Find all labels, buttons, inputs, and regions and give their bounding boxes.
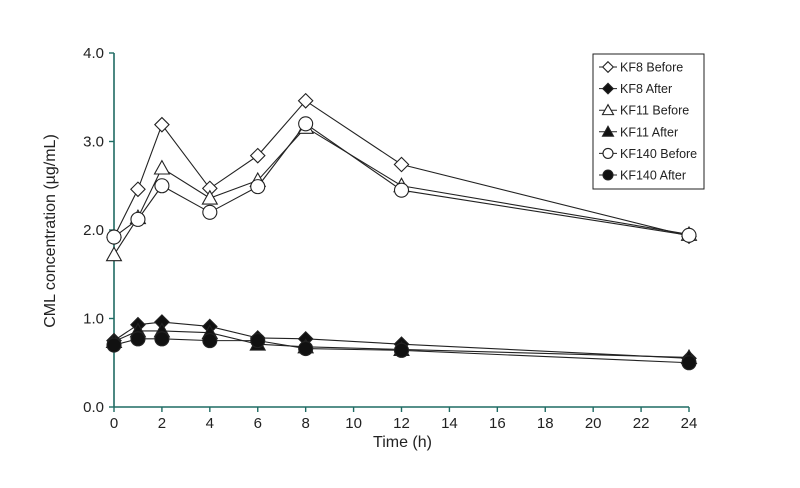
data-point-kf140-after <box>393 342 410 358</box>
legend-marker <box>602 147 614 159</box>
legend-marker <box>601 82 615 95</box>
data-point-kf140-before <box>202 204 218 220</box>
legend-label: KF11 Before <box>620 104 689 118</box>
legend-marker <box>601 60 615 74</box>
legend-marker <box>602 169 614 181</box>
x-tick-label: 2 <box>158 415 166 432</box>
data-point-kf140-before <box>154 178 170 194</box>
data-point-kf140-after <box>681 355 697 371</box>
data-point-kf140-before <box>681 227 697 243</box>
y-tick-label: 1.0 <box>83 311 104 328</box>
x-tick-label: 24 <box>681 415 698 432</box>
data-point-kf140-after <box>250 333 266 349</box>
data-point-kf140-after <box>106 337 122 353</box>
legend-marker <box>601 103 615 116</box>
x-tick-label: 8 <box>301 415 309 432</box>
series-layer <box>105 92 698 371</box>
data-point-kf8-before <box>249 147 266 164</box>
y-axis-title: CML concentration (µg/mL) <box>42 134 59 328</box>
x-axis-title: Time (h) <box>373 434 432 451</box>
data-point-kf140-after <box>130 331 146 347</box>
axes: 0.01.02.03.04.00 2 4 6 8 10 12 14 16 18 20 22 24 <box>83 45 697 432</box>
legend-label: KF140 Before <box>620 147 697 161</box>
data-point-kf140-before <box>298 116 314 132</box>
x-tick-label: 16 <box>489 415 506 432</box>
data-point-kf140-after <box>202 333 218 349</box>
x-tick-label: 4 <box>206 415 214 432</box>
data-point-kf8-before <box>393 156 410 173</box>
legend-item: KF8 After <box>599 82 672 96</box>
y-tick-label: 3.0 <box>83 134 104 151</box>
legend-item: KF140 Before <box>599 147 697 161</box>
legend-item: KF140 After <box>599 169 686 183</box>
legend-label: KF140 After <box>620 169 686 183</box>
data-point-kf140-before <box>130 211 146 227</box>
data-point-kf140-after <box>298 341 314 357</box>
legend-label: KF8 After <box>620 82 672 96</box>
x-tick-label: 22 <box>633 415 650 432</box>
data-point-kf8-before <box>297 92 314 109</box>
y-tick-label: 2.0 <box>83 222 104 239</box>
series-line-kf8-before <box>113 100 690 238</box>
series-line-kf11-before <box>113 126 690 256</box>
legend: KF8 Before KF8 After KF11 Before KF11 After… <box>592 53 705 190</box>
x-tick-label: 18 <box>537 415 554 432</box>
x-tick-label: 12 <box>393 415 410 432</box>
x-tick-label: 20 <box>585 415 602 432</box>
data-point-kf11-before <box>201 189 219 205</box>
x-tick-label: 10 <box>345 415 362 432</box>
x-tick-label: 14 <box>441 415 458 432</box>
legend-item: KF11 Before <box>599 103 689 118</box>
y-tick-label: 4.0 <box>83 45 104 62</box>
legend-item: KF11 After <box>599 125 678 139</box>
data-point-kf140-before <box>106 229 122 245</box>
data-point-kf140-after <box>154 331 170 347</box>
data-point-kf8-before <box>130 181 146 198</box>
data-point-kf8-before <box>154 116 170 133</box>
series-kf140-before <box>106 116 697 245</box>
x-tick-label: 6 <box>254 415 262 432</box>
data-point-kf11-before <box>153 159 171 175</box>
legend-label: KF8 Before <box>620 61 683 75</box>
y-tick-label: 0.0 <box>83 399 104 416</box>
legend-marker <box>601 125 615 137</box>
legend-label: KF11 After <box>620 125 678 139</box>
data-point-kf140-before <box>393 182 410 198</box>
legend-box <box>592 53 705 190</box>
x-tick-label: 0 <box>110 415 118 432</box>
data-point-kf140-before <box>250 179 266 195</box>
legend-item: KF8 Before <box>599 61 683 75</box>
data-point-kf11-before <box>105 246 123 262</box>
series-kf140-after <box>106 331 697 371</box>
